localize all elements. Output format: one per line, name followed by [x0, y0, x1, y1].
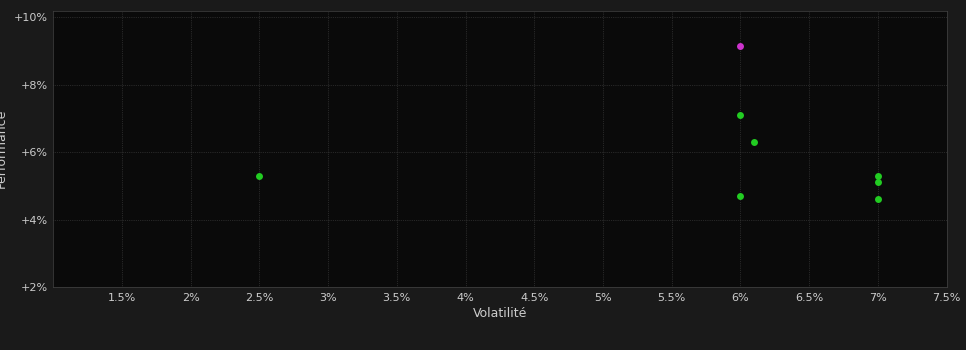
- Point: [733, 193, 749, 199]
- Point: [870, 173, 886, 178]
- Point: [747, 139, 762, 145]
- Point: [870, 197, 886, 202]
- Y-axis label: Performance: Performance: [0, 109, 8, 188]
- Point: [251, 173, 267, 178]
- Point: [733, 43, 749, 49]
- X-axis label: Volatilité: Volatilité: [472, 307, 527, 320]
- Point: [733, 112, 749, 118]
- Point: [870, 180, 886, 185]
